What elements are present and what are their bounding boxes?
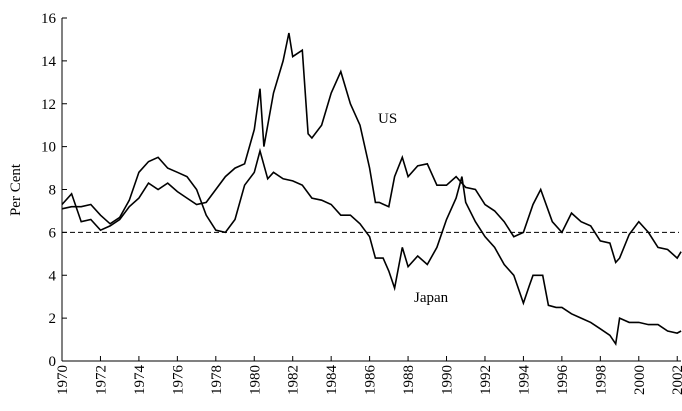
y-tick-label: 4 <box>49 268 57 284</box>
x-tick-label: 1986 <box>363 365 379 396</box>
series-line <box>61 32 682 264</box>
x-tick-label: 1994 <box>516 365 532 396</box>
y-tick-label: 10 <box>41 140 56 156</box>
y-tick-label: 2 <box>49 311 57 327</box>
x-tick-label: 1982 <box>286 365 302 395</box>
x-tick-label: 1988 <box>401 365 417 395</box>
y-tick-label: 6 <box>49 225 57 241</box>
y-tick-label: 0 <box>49 354 57 370</box>
x-tick-label: 1984 <box>324 365 340 396</box>
x-tick-label: 1970 <box>55 365 71 395</box>
x-tick-label: 1992 <box>478 365 494 395</box>
y-tick-label: 16 <box>41 11 57 27</box>
series-line <box>61 147 682 347</box>
y-axis-label: Per Cent <box>8 163 24 216</box>
x-tick-label: 1998 <box>593 365 609 395</box>
x-tick-label: 1996 <box>555 365 571 396</box>
x-tick-label: 1990 <box>440 365 456 395</box>
x-tick-label: 2000 <box>632 365 648 395</box>
x-tick-label: 1974 <box>132 365 148 396</box>
x-tick-label: 2002 <box>670 365 682 395</box>
x-tick-label: 1976 <box>170 365 186 396</box>
x-tick-label: 1972 <box>93 365 109 395</box>
y-tick-label: 8 <box>49 183 57 199</box>
x-tick-label: 1978 <box>209 365 225 395</box>
y-tick-label: 12 <box>41 97 56 113</box>
y-tick-label: 14 <box>41 54 57 70</box>
annotation: US <box>378 111 397 127</box>
annotation: Japan <box>414 290 449 306</box>
x-tick-label: 1980 <box>247 365 263 395</box>
